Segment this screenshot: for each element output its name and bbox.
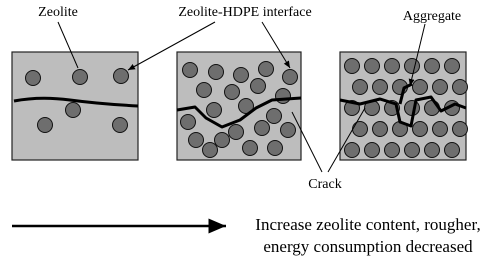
zeolite-particle: [114, 69, 129, 84]
zeolite-particle: [453, 122, 468, 137]
zeolite-particle: [405, 59, 420, 74]
zeolite-particle: [413, 80, 428, 95]
zeolite-particle: [373, 122, 388, 137]
zeolite-particle: [281, 123, 296, 138]
zeolite-particle: [353, 80, 368, 95]
zeolite-particle: [203, 143, 218, 158]
zeolite-particle: [113, 118, 128, 133]
zeolite-particle: [215, 133, 230, 148]
zeolite-particle: [183, 63, 198, 78]
zeolite-particle: [365, 59, 380, 74]
label: Aggregate: [403, 9, 461, 24]
caption: Increase zeolite content, rougher,: [255, 215, 480, 234]
zeolite-particle: [365, 143, 380, 158]
zeolite-particle: [283, 70, 298, 85]
zeolite-particle: [345, 59, 360, 74]
zeolite-particle: [229, 125, 244, 140]
zeolite-particle: [373, 80, 388, 95]
zeolite-particle: [453, 80, 468, 95]
label: Zeolite-HDPE interface: [178, 5, 311, 20]
zeolite-particle: [209, 65, 224, 80]
zeolite-particle: [267, 109, 282, 124]
label: Crack: [308, 177, 341, 192]
zeolite-particle: [445, 59, 460, 74]
zeolite-particle: [353, 122, 368, 137]
zeolite-particle: [181, 115, 196, 130]
zeolite-particle: [433, 80, 448, 95]
label: Zeolite: [38, 5, 78, 20]
zeolite-particle: [385, 143, 400, 158]
zeolite-particle: [425, 59, 440, 74]
zeolite-particle: [225, 85, 240, 100]
zeolite-particle: [26, 71, 41, 86]
zeolite-particle: [445, 143, 460, 158]
zeolite-particle: [405, 143, 420, 158]
zeolite-particle: [243, 141, 258, 156]
zeolite-particle: [385, 59, 400, 74]
zeolite-particle: [425, 143, 440, 158]
zeolite-particle: [251, 79, 266, 94]
zeolite-particle: [268, 141, 283, 156]
zeolite-particle: [276, 89, 291, 104]
zeolite-particle: [345, 143, 360, 158]
zeolite-particle: [197, 83, 212, 98]
caption: energy consumption decreased: [263, 237, 473, 256]
zeolite-particle: [73, 70, 88, 85]
diagram: Zeolite Zeolite-HDPE interface Aggregate…: [0, 0, 504, 260]
zeolite-particle: [234, 68, 249, 83]
zeolite-particle: [255, 121, 270, 136]
zeolite-particle: [189, 133, 204, 148]
zeolite-particle: [413, 122, 428, 137]
zeolite-particle: [66, 103, 81, 118]
zeolite-particle: [38, 118, 53, 133]
zeolite-particle: [207, 103, 222, 118]
zeolite-particle: [259, 62, 274, 77]
zeolite-particle: [433, 122, 448, 137]
